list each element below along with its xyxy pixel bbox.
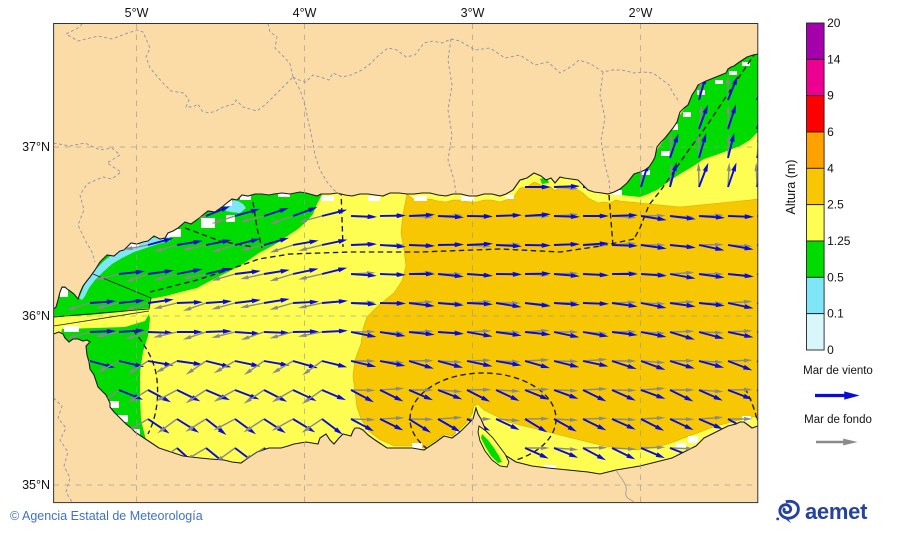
svg-text:Mar de viento: Mar de viento	[803, 365, 873, 377]
svg-text:35°N: 35°N	[22, 478, 50, 492]
svg-text:aemet: aemet	[805, 499, 868, 524]
svg-text:3°W: 3°W	[461, 6, 485, 20]
svg-text:Altura (m): Altura (m)	[784, 160, 798, 215]
svg-text:0: 0	[827, 343, 834, 357]
svg-text:36°N: 36°N	[22, 309, 50, 323]
svg-text:2.5: 2.5	[827, 198, 844, 212]
svg-text:4°W: 4°W	[293, 6, 317, 20]
svg-text:1.25: 1.25	[827, 234, 851, 248]
svg-text:5°W: 5°W	[125, 6, 149, 20]
svg-text:Mar de fondo: Mar de fondo	[804, 414, 872, 426]
svg-text:20: 20	[827, 16, 841, 30]
svg-text:6: 6	[827, 125, 834, 139]
svg-text:0.5: 0.5	[827, 270, 844, 284]
svg-text:37°N: 37°N	[22, 140, 50, 154]
svg-text:0.1: 0.1	[827, 307, 844, 321]
svg-text:4: 4	[827, 161, 834, 175]
svg-text:14: 14	[827, 52, 841, 66]
svg-text:9: 9	[827, 89, 834, 103]
svg-text:© Agencia Estatal de Meteorolo: © Agencia Estatal de Meteorología	[10, 509, 203, 523]
svg-text:2°W: 2°W	[629, 6, 653, 20]
